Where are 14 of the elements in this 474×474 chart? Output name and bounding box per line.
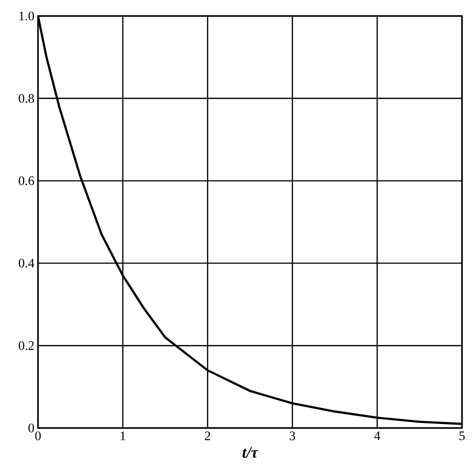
x-tick-label: 4 [374,432,380,440]
x-tick-label: 3 [290,432,296,440]
x-tick-label: 2 [204,432,210,440]
x-tick-label: 5 [460,432,465,440]
line-series [38,16,462,425]
y-tick-label: 0.2 [18,341,34,350]
x-tick-label: 1 [120,432,126,440]
y-tick-label: 0.8 [18,94,34,103]
y-tick-label: 1.0 [19,12,34,20]
x-tick-label: 0 [35,432,41,440]
y-tick-label: 0.4 [18,258,34,268]
y-tick-label: 0.6 [18,176,34,186]
y-tick-label: 0 [28,424,34,432]
x-axis-title: t/τ [242,447,258,458]
